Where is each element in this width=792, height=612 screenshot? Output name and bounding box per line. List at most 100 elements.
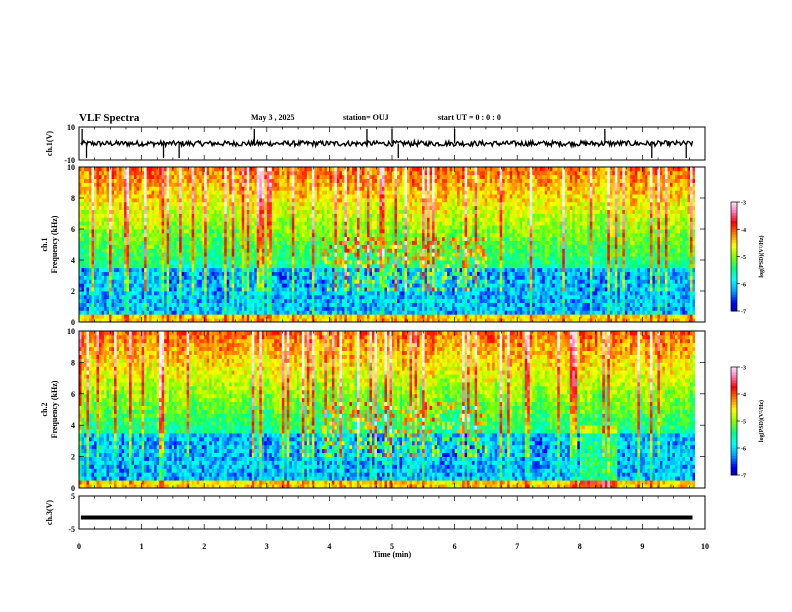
spec-cell <box>229 186 232 190</box>
spec-cell <box>279 241 282 245</box>
spec-cell <box>304 237 307 241</box>
spec-cell <box>369 229 372 233</box>
spec-cell <box>322 303 325 307</box>
spec-cell <box>99 307 102 311</box>
spec-cell <box>379 260 382 264</box>
spec-cell <box>129 194 132 198</box>
spec-cell <box>247 217 250 221</box>
spec-cell <box>222 287 225 291</box>
spec-cell <box>272 248 275 252</box>
spec-cell <box>159 202 162 206</box>
spec-cell <box>329 186 332 190</box>
spec-cell <box>229 307 232 311</box>
spec-cell <box>249 299 252 303</box>
spec-cell <box>282 299 285 303</box>
spec-cell <box>264 272 267 276</box>
spec-cell <box>87 310 90 314</box>
spec-cell <box>332 210 335 214</box>
spec-cell <box>162 310 165 314</box>
spec-cell <box>359 221 362 225</box>
spec-cell <box>364 287 367 291</box>
spec-cell <box>202 256 205 260</box>
spec-cell <box>202 210 205 214</box>
spec-cell <box>249 272 252 276</box>
spec-cell <box>319 206 322 210</box>
spec-cell <box>219 303 222 307</box>
spec-cell <box>239 210 242 214</box>
spec-cell <box>249 202 252 206</box>
spec-cell <box>102 190 105 194</box>
spec-cell <box>309 194 312 198</box>
spec-cell <box>249 237 252 241</box>
spec-cell <box>217 268 220 272</box>
spec-cell <box>262 221 265 225</box>
spec-cell <box>317 276 320 280</box>
spec-cell <box>314 229 317 233</box>
spec-cell <box>217 287 220 291</box>
spec-cell <box>294 194 297 198</box>
spec-cell <box>149 171 152 175</box>
spec-cell <box>294 237 297 241</box>
spec-cell <box>154 194 157 198</box>
spec-cell <box>282 283 285 287</box>
spec-cell <box>102 260 105 264</box>
spec-cell <box>227 295 230 299</box>
spec-cell <box>254 260 257 264</box>
spec-cell <box>314 303 317 307</box>
spec-cell <box>212 252 215 256</box>
spec-cell <box>309 276 312 280</box>
spec-cell <box>247 183 250 187</box>
spec-cell <box>134 214 137 218</box>
spec-cell <box>342 210 345 214</box>
spec-cell <box>174 264 177 268</box>
spec-cell <box>232 202 235 206</box>
spec-cell <box>107 260 110 264</box>
spec-cell <box>139 194 142 198</box>
spec-cell <box>302 233 305 237</box>
spec-cell <box>174 214 177 218</box>
spec-cell <box>122 202 125 206</box>
spec-cell <box>132 287 135 291</box>
spec-cell <box>354 233 357 237</box>
spec-cell <box>82 245 85 249</box>
spec-cell <box>227 272 230 276</box>
spec-cell <box>119 283 122 287</box>
spec-cell <box>192 314 195 318</box>
spec-cell <box>247 245 250 249</box>
spec-cell <box>314 214 317 218</box>
spec-cell <box>329 268 332 272</box>
spec-cell <box>302 279 305 283</box>
spec-cell <box>269 287 272 291</box>
spec-cell <box>294 229 297 233</box>
spec-cell <box>227 221 230 225</box>
spec-cell <box>254 229 257 233</box>
spec-cell <box>304 272 307 276</box>
spec-cell <box>89 295 92 299</box>
spec-cell <box>259 175 262 179</box>
spec-cell <box>337 256 340 260</box>
spec-cell <box>374 303 377 307</box>
spec-cell <box>284 299 287 303</box>
spec-cell <box>147 287 150 291</box>
spec-cell <box>259 171 262 175</box>
spec-cell <box>92 194 95 198</box>
spec-cell <box>262 310 265 314</box>
spec-cell <box>279 229 282 233</box>
spec-cell <box>264 260 267 264</box>
spec-cell <box>359 245 362 249</box>
spec-cell <box>312 221 315 225</box>
spec-cell <box>292 229 295 233</box>
spec-cell <box>329 314 332 318</box>
spec-cell <box>319 256 322 260</box>
spec-cell <box>362 190 365 194</box>
spec-cell <box>132 206 135 210</box>
spec-cell <box>334 314 337 318</box>
spec-cell <box>202 287 205 291</box>
spec-cell <box>219 210 222 214</box>
spec-cell <box>309 241 312 245</box>
spec-cell <box>132 167 135 171</box>
spec-cell <box>302 268 305 272</box>
spec-cell <box>204 279 207 283</box>
spec-cell <box>142 252 145 256</box>
spec-cell <box>237 237 240 241</box>
